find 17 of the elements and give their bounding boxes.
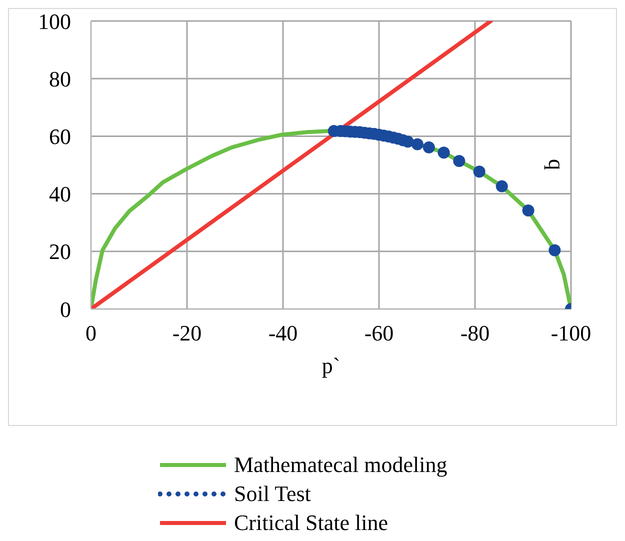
legend-label: Mathematecal modeling [234, 452, 448, 478]
x-tick-label: -100 [550, 320, 592, 346]
y-tick-label: 40 [49, 182, 71, 207]
y-tick-label: 80 [49, 66, 71, 92]
y-tick-label: 20 [49, 239, 71, 264]
y-axis-title: q [543, 159, 569, 170]
x-tick-label: -40 [268, 320, 298, 346]
x-tick-label: 0 [86, 320, 96, 346]
y-tick-label: 60 [49, 124, 71, 150]
legend-label: Critical State line [234, 510, 388, 536]
x-tick-label: -80 [460, 320, 490, 346]
x-tick-label: -20 [172, 320, 202, 346]
x-axis-title: p` [322, 353, 340, 378]
y-tick-label: 0 [60, 296, 71, 322]
y-tick-label: 100 [38, 8, 71, 34]
legend-label: Soil Test [234, 480, 311, 506]
x-tick-label: -60 [364, 320, 394, 346]
